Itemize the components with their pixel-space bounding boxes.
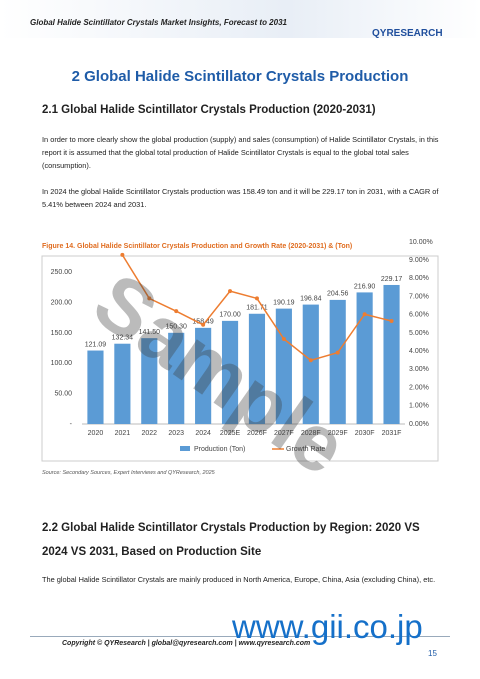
x-tick-label: 2021 (115, 430, 131, 437)
x-tick-label: 2026F (247, 430, 267, 437)
legend-swatch (180, 446, 190, 451)
x-tick-label: 2028F (301, 430, 321, 437)
bar (114, 343, 131, 424)
data-label: 229.17 (381, 276, 403, 283)
paragraph: In 2024 the global Halide Scintillator C… (42, 187, 439, 209)
data-label: 150.30 (165, 324, 187, 331)
x-tick-label: 2023 (168, 430, 184, 437)
y2-tick-label: 3.00% (409, 366, 429, 373)
chart-frame (41, 255, 439, 462)
data-label: 190.19 (273, 299, 295, 306)
x-tick-label: 2020 (88, 430, 104, 437)
y2-tick-label: 10.00% (409, 239, 433, 246)
data-label: 170.00 (219, 312, 241, 319)
bar (221, 320, 239, 424)
y-tick-label: 50.00 (54, 391, 72, 398)
legend-label: Growth Rate (286, 446, 325, 453)
subsection-title: 2.2 Global Halide Scintillator Crystals … (42, 522, 420, 558)
y2-tick-label: 7.00% (409, 293, 429, 300)
footer-copyright: Copyright © QYResearch | global@qyresear… (62, 640, 311, 647)
y-tick-label: 250.00 (51, 269, 73, 276)
subsection-title: 2.1 Global Halide Scintillator Crystals … (42, 104, 376, 116)
x-tick-label: 2031F (382, 430, 402, 437)
source: Source: Secondary Sources, Expert Interv… (42, 470, 215, 476)
y2-tick-label: 6.00% (409, 312, 429, 319)
x-tick-label: 2025E (220, 430, 241, 437)
footer-rule (30, 636, 450, 637)
header-bar (0, 0, 480, 38)
watermark: www.gii.co.jp (232, 608, 423, 645)
bar (329, 299, 346, 424)
paragraph: In order to more clearly show the global… (42, 135, 439, 170)
y-tick-label: 150.00 (51, 330, 73, 337)
page-number: 15 (428, 649, 437, 658)
bar (248, 313, 266, 424)
bar (302, 304, 319, 424)
legend-label: Production (Ton) (194, 446, 245, 453)
bar (168, 332, 185, 424)
data-label: 216.90 (354, 283, 376, 290)
data-label: 141.50 (139, 329, 161, 336)
bar (383, 284, 400, 424)
data-label: 132.34 (112, 335, 134, 342)
y2-tick-label: 5.00% (409, 330, 429, 337)
y2-tick-label: 4.00% (409, 348, 429, 355)
bar (275, 308, 292, 424)
y-tick-label: 100.00 (51, 360, 73, 367)
bar (356, 292, 373, 424)
data-label: 196.84 (300, 295, 322, 302)
bar (195, 327, 212, 424)
x-tick-label: 2030F (355, 430, 375, 437)
logo: QYRESEARCH (372, 28, 443, 39)
y2-tick-label: 1.00% (409, 403, 429, 410)
header-title: Global Halide Scintillator Crystals Mark… (30, 18, 287, 27)
bar (141, 338, 158, 424)
y2-tick-label: 9.00% (409, 257, 429, 264)
x-tick-label: 2027F (274, 430, 294, 437)
data-label: 204.56 (327, 291, 349, 298)
section-title: 2 Global Halide Scintillator Crystals Pr… (71, 68, 409, 85)
data-label: 181.71 (246, 305, 268, 312)
y-tick-label: - (70, 421, 73, 428)
line (121, 254, 392, 362)
x-tick-label: 2024 (195, 430, 211, 437)
data-label: 158.49 (192, 319, 214, 326)
figure-caption: Figure 14. Global Halide Scintillator Cr… (42, 243, 353, 250)
y2-tick-label: 8.00% (409, 275, 429, 282)
y-tick-label: 200.00 (51, 300, 73, 307)
x-tick-label: 2022 (142, 430, 158, 437)
x-tick-label: 2029F (328, 430, 348, 437)
paragraph: The global Halide Scintillator Crystals … (42, 575, 436, 584)
bar (87, 350, 104, 424)
y2-tick-label: 0.00% (409, 421, 429, 428)
y2-tick-label: 2.00% (409, 384, 429, 391)
data-label: 121.09 (85, 341, 107, 348)
